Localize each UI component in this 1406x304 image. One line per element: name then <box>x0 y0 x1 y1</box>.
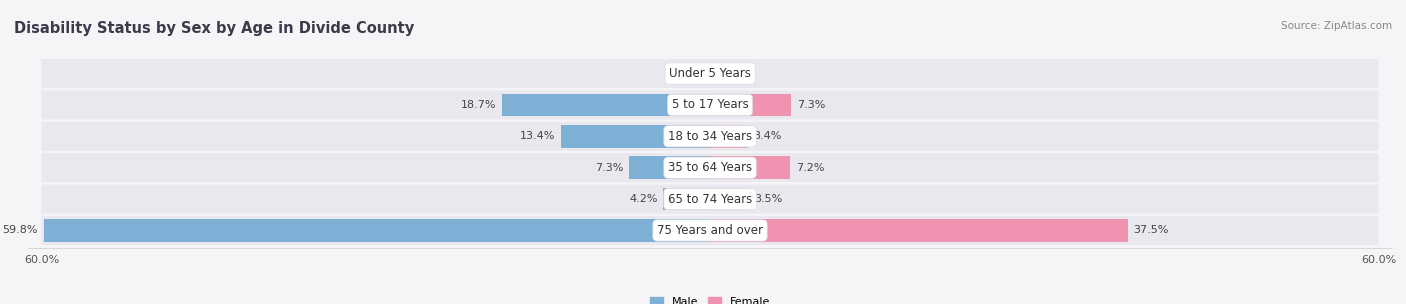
Text: 7.3%: 7.3% <box>797 100 825 110</box>
Text: 4.2%: 4.2% <box>628 194 658 204</box>
Text: 35 to 64 Years: 35 to 64 Years <box>668 161 752 174</box>
Text: 7.3%: 7.3% <box>595 163 623 173</box>
Bar <box>710 156 790 179</box>
Text: 0.0%: 0.0% <box>671 68 699 78</box>
Bar <box>628 156 710 179</box>
Text: 37.5%: 37.5% <box>1133 226 1168 236</box>
Text: 75 Years and over: 75 Years and over <box>657 224 763 237</box>
Bar <box>710 219 1128 242</box>
Text: 59.8%: 59.8% <box>3 226 38 236</box>
Text: 7.2%: 7.2% <box>796 163 824 173</box>
FancyBboxPatch shape <box>42 153 1378 182</box>
FancyBboxPatch shape <box>42 91 1378 119</box>
Bar <box>710 125 748 148</box>
Bar <box>502 94 710 116</box>
Text: 3.4%: 3.4% <box>754 131 782 141</box>
Bar <box>664 188 710 210</box>
Legend: Male, Female: Male, Female <box>645 292 775 304</box>
Bar <box>710 188 749 210</box>
Bar <box>44 219 710 242</box>
Text: Disability Status by Sex by Age in Divide County: Disability Status by Sex by Age in Divid… <box>14 21 415 36</box>
FancyBboxPatch shape <box>42 122 1378 151</box>
Bar <box>710 94 792 116</box>
FancyBboxPatch shape <box>42 185 1378 213</box>
Text: 65 to 74 Years: 65 to 74 Years <box>668 192 752 206</box>
Text: 5 to 17 Years: 5 to 17 Years <box>672 98 748 112</box>
Text: 18 to 34 Years: 18 to 34 Years <box>668 130 752 143</box>
Bar <box>561 125 710 148</box>
Text: 18.7%: 18.7% <box>461 100 496 110</box>
FancyBboxPatch shape <box>42 216 1378 245</box>
Text: 0.0%: 0.0% <box>721 68 749 78</box>
Text: 13.4%: 13.4% <box>520 131 555 141</box>
FancyBboxPatch shape <box>42 59 1378 88</box>
Text: Source: ZipAtlas.com: Source: ZipAtlas.com <box>1281 21 1392 31</box>
Text: 3.5%: 3.5% <box>755 194 783 204</box>
Text: Under 5 Years: Under 5 Years <box>669 67 751 80</box>
